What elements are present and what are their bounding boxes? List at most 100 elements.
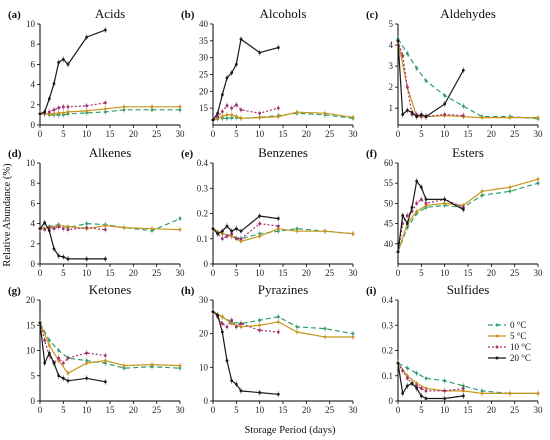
y-tick-label: 8 — [31, 178, 36, 188]
x-tick-label: 5 — [234, 268, 239, 278]
data-point — [405, 108, 409, 112]
data-point — [52, 361, 56, 365]
data-point — [415, 202, 419, 205]
data-point — [276, 217, 280, 220]
data-point — [258, 111, 262, 115]
y-tick-label: 0.3 — [382, 320, 394, 330]
x-tick-label: 25 — [510, 268, 520, 278]
legend-marker — [495, 345, 499, 349]
legend-marker — [495, 356, 499, 360]
data-point — [43, 221, 47, 224]
data-point — [258, 328, 262, 332]
data-point — [103, 224, 107, 228]
data-point — [225, 325, 229, 329]
data-point — [178, 217, 182, 220]
data-point — [258, 391, 262, 394]
data-point — [508, 392, 512, 395]
data-point — [415, 179, 419, 183]
data-point — [52, 108, 56, 112]
data-point — [351, 332, 355, 336]
data-point — [508, 189, 512, 193]
x-tick-label: 30 — [349, 268, 359, 278]
data-point — [295, 229, 299, 233]
y-tick-label: 0 — [31, 259, 36, 269]
y-tick-label: 10 — [26, 158, 36, 168]
data-point — [47, 351, 51, 355]
data-point — [103, 380, 107, 384]
x-tick-label: 5 — [419, 405, 424, 415]
y-tick-label: 4 — [31, 80, 36, 90]
data-point — [85, 351, 89, 355]
data-point — [401, 54, 405, 57]
y-tick-label: 1 — [389, 103, 394, 113]
data-point — [61, 227, 65, 231]
data-point — [258, 234, 262, 238]
data-point — [276, 115, 280, 118]
x-tick-label: 0 — [396, 129, 401, 139]
data-point — [443, 397, 447, 400]
y-tick-label: 2 — [31, 239, 36, 249]
panel-label: (e) — [181, 148, 194, 160]
x-tick-label: 20 — [302, 129, 312, 139]
data-point — [410, 110, 414, 114]
y-tick-label: 4 — [31, 219, 36, 229]
legend-label: 20 °C — [510, 353, 531, 363]
data-point — [239, 322, 243, 325]
data-point — [234, 325, 238, 329]
series-line-5c — [212, 111, 354, 121]
data-point — [419, 197, 423, 201]
data-point — [258, 222, 262, 226]
data-point — [415, 210, 419, 213]
y-tick-label: 25 — [199, 70, 209, 80]
data-point — [258, 116, 262, 119]
x-tick-label: 0 — [396, 268, 401, 278]
data-point — [230, 116, 234, 120]
data-point — [178, 108, 182, 112]
panel-benzenes: (e) Benzenes 0 0.1 0.2 0.3 0.4 0 5 10 15 20 25 30 — [181, 145, 358, 278]
x-tick-label: 5 — [419, 268, 424, 278]
data-point — [480, 193, 484, 197]
data-point — [276, 392, 280, 396]
data-point — [351, 115, 355, 119]
data-point — [295, 330, 299, 334]
x-tick-label: 20 — [487, 268, 497, 278]
data-point — [85, 361, 89, 365]
series-line-0c — [397, 182, 539, 253]
x-tick-label: 15 — [279, 405, 289, 415]
x-tick-label: 20 — [302, 268, 312, 278]
data-point — [57, 254, 61, 258]
x-tick-label: 15 — [464, 129, 474, 139]
panel-pyrazines: (h) Pyrazines 0 10 20 30 0 5 10 15 20 25 30 — [181, 282, 358, 415]
y-tick-label: 30 — [199, 53, 209, 63]
y-tick-label: 3 — [389, 61, 394, 71]
y-tick-label: 0 — [389, 396, 394, 406]
data-point — [461, 386, 465, 390]
data-point — [536, 181, 540, 185]
data-point — [396, 361, 400, 365]
data-point — [424, 397, 428, 400]
data-point — [66, 371, 70, 375]
data-point — [66, 228, 70, 232]
data-point — [211, 310, 215, 314]
data-point — [66, 225, 70, 229]
series-line-5c — [397, 362, 538, 394]
y-tick-label: 40 — [199, 19, 209, 29]
data-point — [405, 85, 409, 89]
series-line-5c — [397, 178, 539, 253]
x-tick-label: 15 — [464, 405, 474, 415]
data-point — [234, 237, 238, 241]
x-tick-label: 15 — [106, 129, 116, 139]
x-tick-label: 10 — [440, 405, 450, 415]
data-point — [401, 214, 405, 217]
data-point — [38, 321, 42, 325]
x-tick-label: 15 — [464, 268, 474, 278]
data-point — [508, 116, 512, 120]
x-tick-label: 30 — [176, 129, 186, 139]
data-point — [47, 339, 51, 342]
data-point — [401, 113, 405, 116]
data-point — [234, 103, 238, 107]
data-point — [225, 104, 229, 107]
y-tick-label: 8 — [31, 39, 36, 49]
data-point — [239, 116, 243, 120]
data-point — [405, 214, 409, 217]
